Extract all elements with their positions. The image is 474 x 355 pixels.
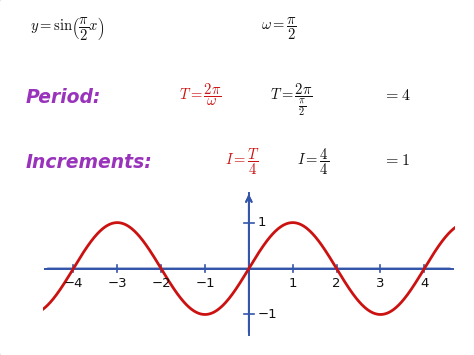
Text: $\omega=\dfrac{\pi}{2}$: $\omega=\dfrac{\pi}{2}$ [261, 16, 297, 42]
Text: 1: 1 [258, 216, 266, 229]
Text: 4: 4 [420, 277, 428, 290]
Text: $=4$: $=4$ [383, 88, 410, 103]
Text: Increments:: Increments: [26, 153, 152, 173]
Text: 1: 1 [289, 277, 297, 290]
Text: 3: 3 [376, 277, 385, 290]
Text: 2: 2 [332, 277, 341, 290]
Text: −3: −3 [108, 277, 127, 290]
Text: $T=\dfrac{2\pi}{\omega}$: $T=\dfrac{2\pi}{\omega}$ [179, 81, 222, 108]
Text: $y=\sin\!\left(\dfrac{\pi}{2}x\right)$: $y=\sin\!\left(\dfrac{\pi}{2}x\right)$ [30, 16, 104, 43]
Text: −1: −1 [195, 277, 215, 290]
Text: $I=\dfrac{T}{4}$: $I=\dfrac{T}{4}$ [225, 147, 260, 177]
Text: $=1$: $=1$ [383, 153, 410, 168]
Text: Period:: Period: [26, 88, 101, 107]
Text: −1: −1 [258, 308, 277, 321]
Text: −4: −4 [64, 277, 83, 290]
Text: $T=\dfrac{2\pi}{\frac{\pi}{2}}$: $T=\dfrac{2\pi}{\frac{\pi}{2}}$ [270, 81, 312, 118]
Text: $I=\dfrac{4}{4}$: $I=\dfrac{4}{4}$ [297, 147, 329, 177]
Text: −2: −2 [151, 277, 171, 290]
